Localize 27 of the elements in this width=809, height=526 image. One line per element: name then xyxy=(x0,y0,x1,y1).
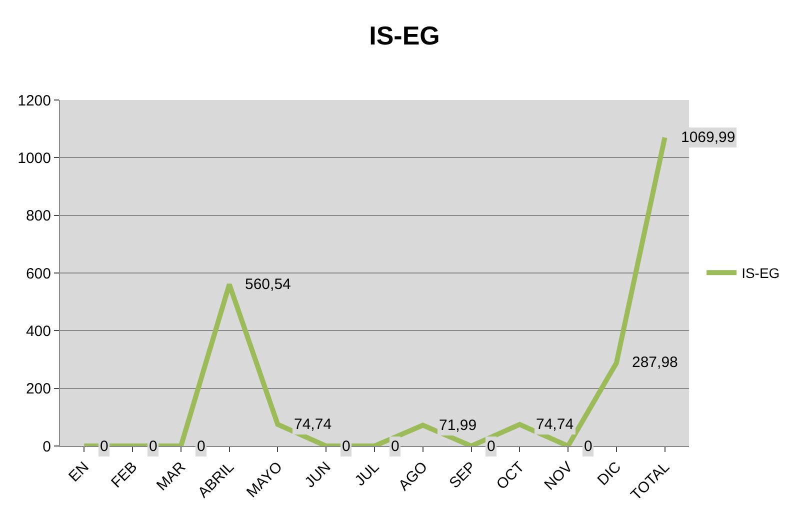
x-tick-label: FEB xyxy=(108,458,141,492)
data-label: 0 xyxy=(197,438,206,455)
y-tick-label: 1200 xyxy=(18,92,51,110)
data-label: 74,74 xyxy=(536,416,574,433)
x-tick-label: EN xyxy=(66,458,92,486)
data-label: 1069,99 xyxy=(681,129,736,146)
chart-title: IS-EG xyxy=(369,20,440,50)
data-label: 0 xyxy=(342,438,350,455)
x-tick-label: SEP xyxy=(446,458,480,492)
data-label: 0 xyxy=(149,438,158,455)
data-label: 0 xyxy=(391,438,400,455)
legend-label: IS-EG xyxy=(742,265,780,282)
y-tick-label: 800 xyxy=(26,208,51,225)
y-tick-label: 200 xyxy=(26,380,51,398)
y-tick-label: 1000 xyxy=(18,150,51,167)
data-label: 74,74 xyxy=(294,416,332,433)
data-label: 287,98 xyxy=(632,354,678,371)
y-tick-label: 0 xyxy=(42,438,51,456)
data-label: 71,99 xyxy=(439,417,477,434)
y-tick-label: 400 xyxy=(26,322,51,340)
data-label: 560,54 xyxy=(245,276,291,293)
x-tick-label: DIC xyxy=(594,458,625,489)
x-tick-label: JUL xyxy=(352,458,383,490)
y-tick-label: 600 xyxy=(26,265,51,282)
data-label: 0 xyxy=(487,438,496,455)
data-label: 0 xyxy=(100,438,108,455)
data-label: 0 xyxy=(584,438,592,455)
